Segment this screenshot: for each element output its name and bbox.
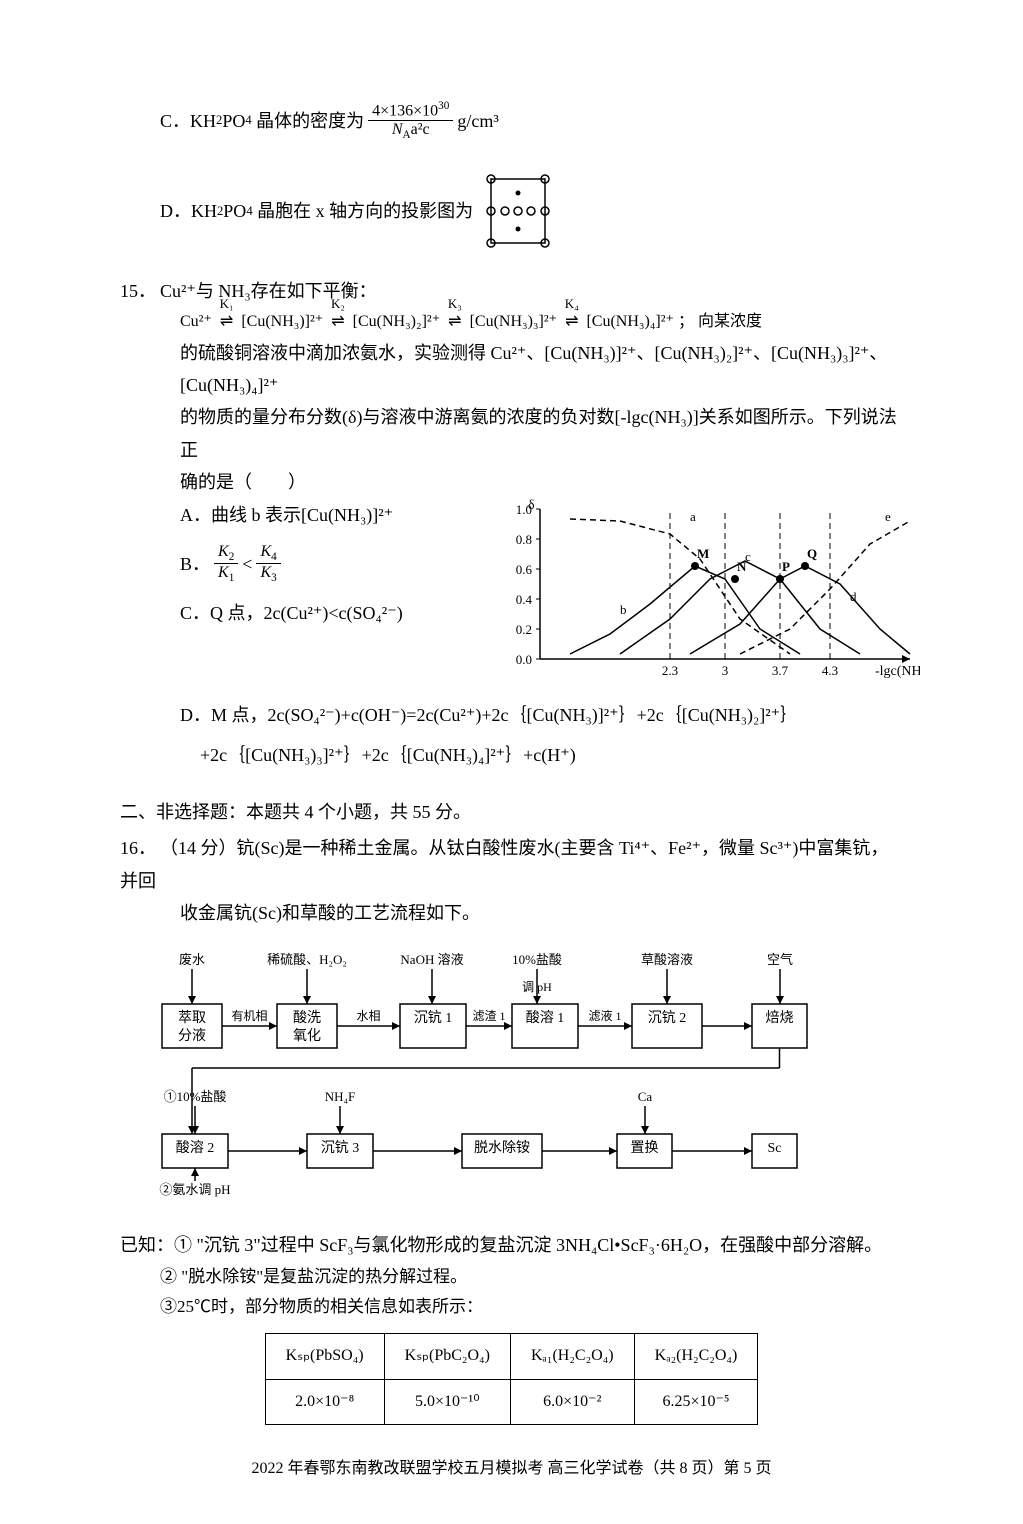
- q16-known: 已知：① "沉钪 3"过程中 ScF₃与氯化物形成的复盐沉淀 3NH₄Cl•Sc…: [120, 1229, 903, 1261]
- q15: 15．Cu²⁺与 NH₃存在如下平衡： Cu²⁺ K₁⇌ [Cu(NH₃)]²⁺…: [120, 275, 903, 771]
- svg-text:3.7: 3.7: [772, 663, 789, 678]
- svg-text:Sc: Sc: [767, 1141, 781, 1156]
- section2-header: 二、非选择题：本题共 4 个小题，共 55 分。: [120, 796, 903, 828]
- svg-text:0.8: 0.8: [516, 532, 532, 547]
- q15-equation: Cu²⁺ K₁⇌ [Cu(NH₃)]²⁺ K₂⇌ [Cu(NH₃)₂]²⁺ K₃…: [180, 308, 903, 337]
- q14d-prefix: D．KH: [160, 195, 217, 227]
- page-footer: 2022 年春鄂东南教改联盟学校五月模拟考 高三化学试卷（共 8 页）第 5 页: [120, 1455, 903, 1484]
- svg-text:10%盐酸: 10%盐酸: [512, 952, 562, 967]
- svg-text:草酸溶液: 草酸溶液: [640, 952, 692, 967]
- svg-text:空气: 空气: [766, 952, 792, 967]
- q14c-prefix: C．KH: [160, 105, 216, 137]
- svg-text:0.6: 0.6: [516, 562, 533, 577]
- q15-option-d2: +2c｛[Cu(NH₃)₃]²⁺｝+2c｛[Cu(NH₃)₄]²⁺｝+c(H⁺): [200, 739, 903, 771]
- q14-options: C．KH2PO4 晶体的密度为 4×136×1030 NAa²c g/cm³ D…: [120, 100, 903, 251]
- svg-text:沉钪 1: 沉钪 1: [413, 1010, 452, 1026]
- th-1: Kₛₚ(PbC₂O₄): [384, 1333, 510, 1379]
- svg-text:酸洗: 酸洗: [293, 1010, 321, 1026]
- q15-option-c: C．Q 点，2c(Cu²⁺)<c(SO₄²⁻): [180, 597, 480, 629]
- q16-known2: ② "脱水除铵"是复盐沉淀的热分解过程。: [160, 1262, 903, 1293]
- svg-text:水相: 水相: [356, 1009, 380, 1023]
- table-header-row: Kₛₚ(PbSO₄) Kₛₚ(PbC₂O₄) Kₐ₁(H₂C₂O₄) Kₐ₂(H…: [265, 1333, 758, 1379]
- q15-option-a: A．曲线 b 表示[Cu(NH₃)]²⁺: [180, 499, 480, 531]
- q15-intro3: 的硫酸铜溶液中滴加浓氨水，实验测得 Cu²⁺、[Cu(NH₃)]²⁺、[Cu(N…: [180, 337, 903, 402]
- svg-text:置换: 置换: [630, 1139, 658, 1156]
- svg-text:酸溶 1: 酸溶 1: [525, 1010, 564, 1026]
- svg-text:2.3: 2.3: [662, 663, 678, 678]
- q15-number: 15．: [120, 275, 160, 307]
- tv-3: 6.25×10⁻⁵: [634, 1379, 758, 1425]
- q15-intro5: 确的是（ ）: [180, 466, 903, 498]
- q14d-text: 晶胞在 x 轴方向的投影图为: [257, 195, 473, 227]
- q16-known3: ③25℃时，部分物质的相关信息如表所示：: [160, 1292, 903, 1323]
- svg-text:NaOH 溶液: NaOH 溶液: [400, 952, 463, 967]
- svg-text:0.4: 0.4: [516, 592, 533, 607]
- svg-text:e: e: [885, 509, 891, 524]
- svg-text:-lgc(NH₃): -lgc(NH₃): [875, 664, 920, 679]
- tv-1: 5.0×10⁻¹⁰: [384, 1379, 510, 1425]
- svg-text:Q: Q: [807, 546, 817, 561]
- q14c-fraction: 4×136×1030 NAa²c: [368, 100, 453, 141]
- svg-text:萃取: 萃取: [178, 1010, 206, 1026]
- q16-intro: 16．（14 分）钪(Sc)是一种稀土金属。从钛白酸性废水(主要含 Ti⁴⁺、F…: [120, 832, 903, 897]
- svg-text:氧化: 氧化: [293, 1028, 321, 1044]
- svg-text:废水: 废水: [178, 952, 204, 967]
- q16-intro2: 收金属钪(Sc)和草酸的工艺流程如下。: [180, 897, 903, 929]
- q16-table: Kₛₚ(PbSO₄) Kₛₚ(PbC₂O₄) Kₐ₁(H₂C₂O₄) Kₐ₂(H…: [265, 1333, 759, 1426]
- th-3: Kₐ₂(H₂C₂O₄): [634, 1333, 758, 1379]
- svg-text:d: d: [850, 589, 857, 604]
- q16: 16．（14 分）钪(Sc)是一种稀土金属。从钛白酸性废水(主要含 Ti⁴⁺、F…: [120, 832, 903, 1425]
- svg-text:c: c: [745, 549, 751, 564]
- q14-option-d: D．KH2PO4 晶胞在 x 轴方向的投影图为: [160, 171, 903, 251]
- th-2: Kₐ₁(H₂C₂O₄): [510, 1333, 634, 1379]
- tv-2: 6.0×10⁻²: [510, 1379, 634, 1425]
- q14-option-c: C．KH2PO4 晶体的密度为 4×136×1030 NAa²c g/cm³: [160, 100, 903, 141]
- q14c-unit: g/cm³: [457, 105, 498, 137]
- svg-text:分液: 分液: [178, 1028, 206, 1044]
- q15-line1: 15．Cu²⁺与 NH₃存在如下平衡：: [120, 275, 903, 307]
- svg-text:稀硫酸、H₂O₂: 稀硫酸、H₂O₂: [267, 952, 347, 967]
- svg-text:滤渣 1: 滤渣 1: [472, 1009, 505, 1023]
- svg-text:脱水除铵: 脱水除铵: [474, 1140, 530, 1156]
- q16-flowchart: 废水 稀硫酸、H₂O₂ NaOH 溶液 10%盐酸 草酸溶液 空气调 pH 萃取分液 酸洗氧化…: [120, 949, 903, 1209]
- svg-text:4.3: 4.3: [822, 663, 838, 678]
- q15-options-column: A．曲线 b 表示[Cu(NH₃)]²⁺ B． K2 K1 < K4 K3 C．…: [180, 499, 480, 630]
- svg-text:b: b: [620, 602, 627, 617]
- svg-text:a: a: [690, 509, 696, 524]
- svg-text:滤液 1: 滤液 1: [588, 1008, 621, 1023]
- q15-option-d1: D．M 点，2c(SO₄²⁻)+c(OH⁻)=2c(Cu²⁺)+2c｛[Cu(N…: [180, 699, 903, 731]
- svg-text:焙烧: 焙烧: [765, 1010, 793, 1026]
- svg-text:沉钪 2: 沉钪 2: [647, 1010, 686, 1026]
- svg-text:Ca: Ca: [637, 1089, 652, 1104]
- svg-text:沉钪 3: 沉钪 3: [320, 1140, 359, 1156]
- table-value-row: 2.0×10⁻⁸ 5.0×10⁻¹⁰ 6.0×10⁻² 6.25×10⁻⁵: [265, 1379, 758, 1425]
- projection-diagram: [483, 171, 553, 251]
- svg-text:δ: δ: [528, 499, 535, 513]
- tv-0: 2.0×10⁻⁸: [265, 1379, 384, 1425]
- svg-text:酸溶 2: 酸溶 2: [175, 1140, 214, 1156]
- svg-text:②氨水调 pH: ②氨水调 pH: [159, 1182, 230, 1197]
- svg-text:调 pH: 调 pH: [522, 980, 552, 994]
- svg-text:P: P: [782, 559, 790, 574]
- q14c-text: 晶体的密度为: [256, 105, 364, 137]
- svg-text:3: 3: [722, 663, 729, 678]
- svg-text:NH₄F: NH₄F: [324, 1089, 355, 1104]
- svg-text:①10%盐酸: ①10%盐酸: [163, 1089, 226, 1104]
- th-0: Kₛₚ(PbSO₄): [265, 1333, 384, 1379]
- q15-chart: 0.00.20.40.60.81.02.333.74.3δ-lgc(NH₃)MN…: [500, 499, 920, 699]
- q15-intro4: 的物质的量分布分数(δ)与溶液中游离氨的浓度的负对数[-lgc(NH₃)]关系如…: [180, 401, 903, 466]
- svg-text:0.2: 0.2: [516, 622, 532, 637]
- q15-option-b: B． K2 K1 < K4 K3: [180, 543, 480, 585]
- svg-text:有机相: 有机相: [231, 1009, 267, 1023]
- svg-text:0.0: 0.0: [516, 652, 532, 667]
- svg-text:M: M: [697, 546, 709, 561]
